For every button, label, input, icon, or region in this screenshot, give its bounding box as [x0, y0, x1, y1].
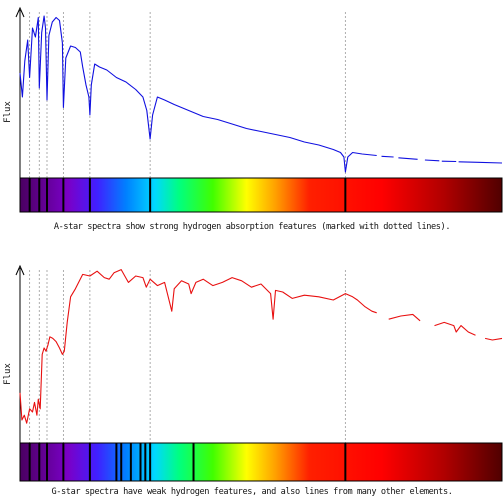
spectrum-segment-g-2 — [434, 321, 476, 336]
spectrum-bar-a — [19, 177, 503, 213]
spectrum-segment-g-0 — [19, 269, 377, 424]
spectrum-segment-a-3 — [424, 159, 440, 162]
spectrum-segment-g-3 — [484, 337, 503, 341]
panel-g-star: Flux — [3, 264, 503, 482]
spectrum-segment-a-2 — [398, 157, 418, 160]
caption-g-star: G-star spectra have weak hydrogen featur… — [51, 487, 453, 497]
spectrum-segment-a-0 — [19, 15, 377, 173]
spectrum-bar-g — [19, 442, 503, 482]
spectrum-segment-g-1 — [388, 313, 421, 322]
spectrum-segment-a-5 — [458, 161, 503, 164]
y-axis-arrow-g — [15, 264, 25, 276]
y-axis-label-a: Flux — [3, 101, 13, 123]
y-axis-label-g: Flux — [3, 363, 13, 385]
y-axis-arrow-a — [15, 6, 25, 18]
spectrum-segment-a-1 — [381, 155, 394, 158]
panel-a-star: Flux — [3, 6, 503, 213]
caption-a-star: A-star spectra show strong hydrogen abso… — [53, 222, 451, 232]
